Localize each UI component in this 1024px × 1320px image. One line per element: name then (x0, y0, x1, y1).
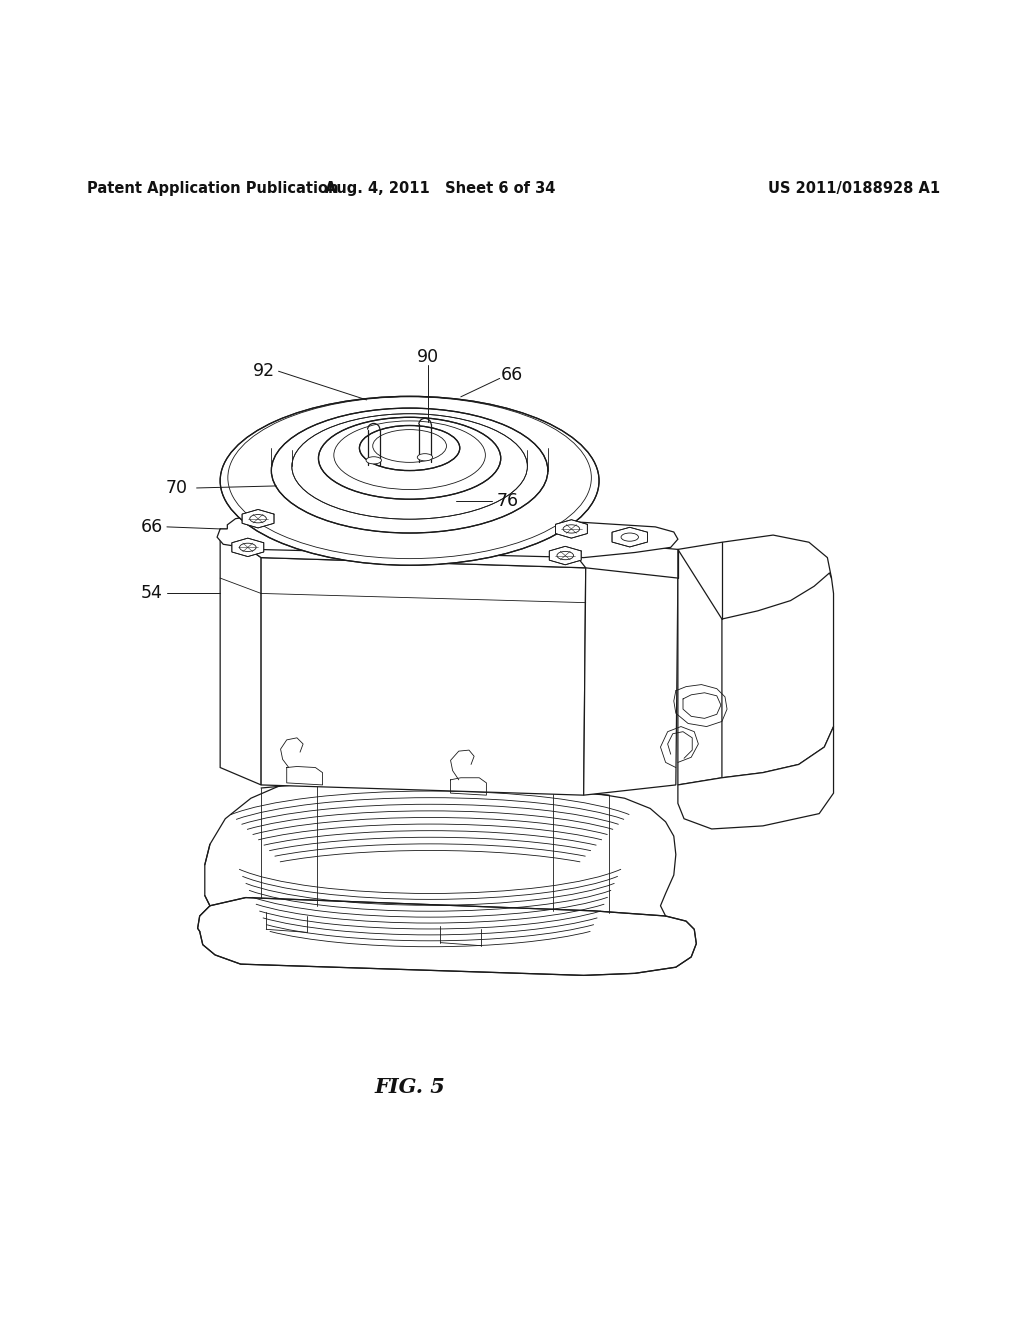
Text: US 2011/0188928 A1: US 2011/0188928 A1 (768, 181, 940, 197)
Ellipse shape (418, 454, 432, 461)
Polygon shape (261, 557, 586, 795)
Ellipse shape (367, 457, 382, 463)
Text: FIG. 5: FIG. 5 (374, 1077, 445, 1097)
Polygon shape (555, 520, 588, 539)
Text: 90: 90 (417, 348, 439, 366)
Text: 76: 76 (497, 492, 519, 511)
Text: Patent Application Publication: Patent Application Publication (87, 181, 339, 197)
Text: 66: 66 (140, 517, 163, 536)
Polygon shape (584, 568, 678, 795)
Polygon shape (231, 539, 264, 557)
Polygon shape (678, 549, 722, 785)
Polygon shape (549, 546, 582, 565)
Ellipse shape (220, 396, 599, 565)
Text: 66: 66 (501, 367, 523, 384)
Ellipse shape (292, 413, 527, 519)
Polygon shape (242, 510, 274, 528)
Text: 70: 70 (165, 479, 187, 496)
Polygon shape (678, 726, 834, 829)
Polygon shape (220, 529, 261, 785)
Text: Aug. 4, 2011   Sheet 6 of 34: Aug. 4, 2011 Sheet 6 of 34 (326, 181, 555, 197)
Ellipse shape (318, 417, 501, 499)
Polygon shape (220, 529, 586, 568)
Polygon shape (198, 898, 696, 975)
Polygon shape (217, 515, 678, 557)
Text: 92: 92 (253, 362, 275, 380)
Polygon shape (612, 527, 647, 546)
Ellipse shape (271, 408, 548, 533)
Text: 54: 54 (140, 585, 163, 602)
Ellipse shape (359, 425, 460, 470)
